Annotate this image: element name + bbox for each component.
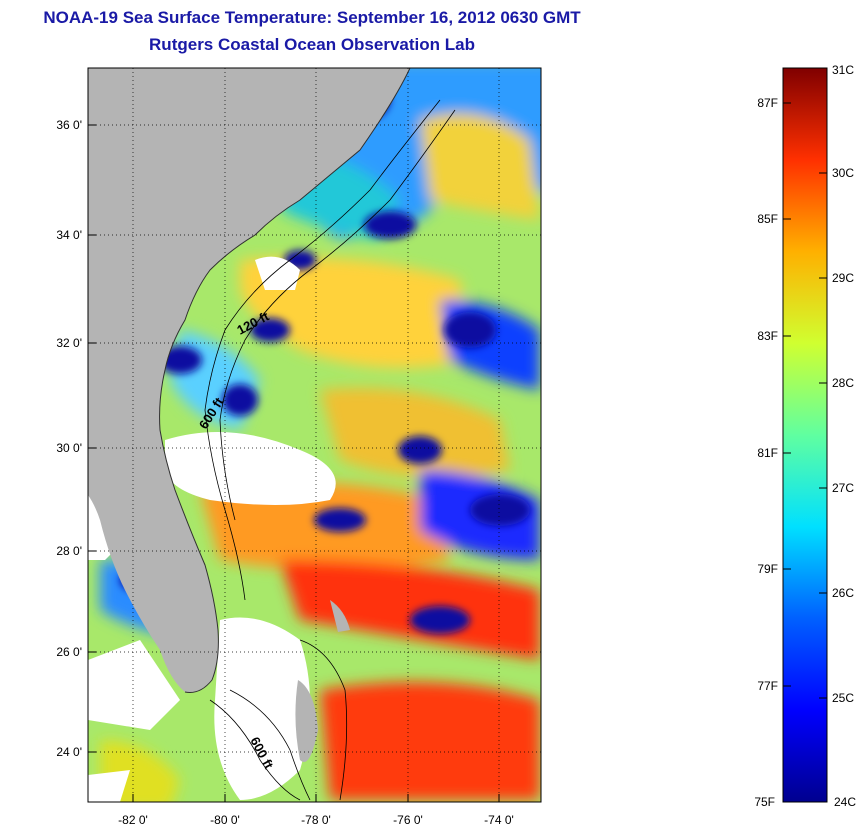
colorbar-c-label: 24C [834, 795, 856, 809]
map-frame [87, 67, 542, 803]
coastline [159, 68, 411, 693]
lon-label: -80 0' [210, 813, 240, 827]
colorbar-f-label: 85F [757, 212, 778, 226]
colorbar-c-label: 30C [832, 166, 854, 180]
colorbar-f-label: 81F [757, 446, 778, 460]
colorbar-f-label: 79F [757, 562, 778, 576]
lat-label: 36 0' [56, 118, 82, 132]
lon-label: -76 0' [393, 813, 423, 827]
lon-label: -82 0' [118, 813, 148, 827]
colorbar: 31C 30C 29C 28C 27C 26C 25C 24C 87F 85F … [754, 63, 856, 809]
colorbar-bar [782, 67, 828, 803]
lat-label: 28 0' [56, 544, 82, 558]
colorbar-ticks [783, 102, 827, 699]
colorbar-f-label: 77F [757, 679, 778, 693]
colorbar-c-label: 29C [832, 271, 854, 285]
colorbar-f-label: 75F [754, 795, 775, 809]
colorbar-c-label: 28C [832, 376, 854, 390]
colorbar-f-label: 87F [757, 96, 778, 110]
lat-label: 30 0' [56, 441, 82, 455]
colorbar-c-label: 25C [832, 691, 854, 705]
map-area: 120 ft 600 ft 600 ft [88, 68, 541, 802]
colorbar-c-label: 27C [832, 481, 854, 495]
island-small [330, 600, 350, 632]
axis-ticks [88, 124, 500, 802]
bathymetry-contours [204, 99, 456, 801]
latitude-labels: 36 0' 34 0' 32 0' 30 0' 28 0' 26 0' 24 0… [56, 118, 82, 759]
lat-label: 26 0' [56, 645, 82, 659]
longitude-labels: -82 0' -80 0' -78 0' -76 0' -74 0' [118, 813, 514, 827]
lat-label: 24 0' [56, 745, 82, 759]
lat-label: 32 0' [56, 336, 82, 350]
colorbar-c-label: 31C [832, 63, 854, 77]
island-andros [295, 680, 318, 762]
lat-label: 34 0' [56, 228, 82, 242]
land-mass [88, 68, 410, 693]
figure-subtitle: Rutgers Coastal Ocean Observation Lab [149, 35, 475, 54]
figure-title: NOAA-19 Sea Surface Temperature: Septemb… [43, 8, 581, 27]
lon-label: -74 0' [484, 813, 514, 827]
colorbar-f-label: 83F [757, 329, 778, 343]
lon-label: -78 0' [301, 813, 331, 827]
colorbar-c-label: 26C [832, 586, 854, 600]
